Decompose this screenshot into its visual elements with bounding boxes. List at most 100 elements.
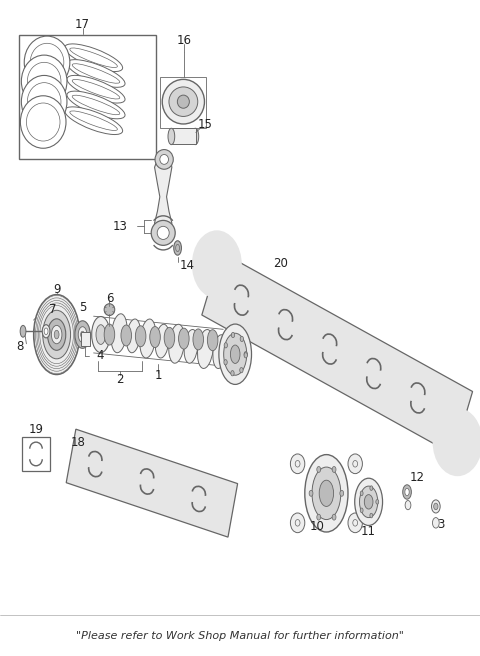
Text: 13: 13 <box>112 220 127 233</box>
Ellipse shape <box>67 60 125 87</box>
Bar <box>171 128 196 144</box>
Text: 10: 10 <box>310 520 324 533</box>
Ellipse shape <box>332 466 336 472</box>
Ellipse shape <box>219 324 252 384</box>
Text: 8: 8 <box>16 340 24 353</box>
Ellipse shape <box>192 230 242 298</box>
Ellipse shape <box>340 491 344 496</box>
Ellipse shape <box>360 508 363 512</box>
Ellipse shape <box>21 75 67 128</box>
Ellipse shape <box>370 486 373 491</box>
Text: 17: 17 <box>75 18 90 31</box>
Ellipse shape <box>197 329 214 369</box>
Ellipse shape <box>92 316 110 353</box>
Text: 5: 5 <box>79 300 86 314</box>
Ellipse shape <box>126 319 141 353</box>
Ellipse shape <box>157 226 169 239</box>
Ellipse shape <box>309 491 313 496</box>
Ellipse shape <box>178 95 189 108</box>
Bar <box>22 437 50 471</box>
Ellipse shape <box>230 345 240 363</box>
Text: 19: 19 <box>28 422 44 436</box>
Ellipse shape <box>348 513 362 533</box>
Bar <box>19 35 156 159</box>
Text: 9: 9 <box>53 283 60 297</box>
Ellipse shape <box>43 310 71 359</box>
Ellipse shape <box>231 333 235 338</box>
Ellipse shape <box>184 329 198 363</box>
Text: 11: 11 <box>361 525 376 538</box>
Ellipse shape <box>20 96 66 148</box>
Text: 16: 16 <box>177 34 192 47</box>
Ellipse shape <box>24 36 70 89</box>
Ellipse shape <box>168 128 175 144</box>
Ellipse shape <box>434 503 438 510</box>
Text: 14: 14 <box>180 259 195 272</box>
Ellipse shape <box>155 324 169 358</box>
Text: 20: 20 <box>273 257 288 270</box>
Ellipse shape <box>168 324 185 363</box>
Ellipse shape <box>164 327 175 348</box>
Ellipse shape <box>151 220 175 245</box>
Ellipse shape <box>332 514 336 520</box>
Ellipse shape <box>244 353 247 358</box>
Text: 2: 2 <box>116 373 124 386</box>
Ellipse shape <box>432 408 480 476</box>
Ellipse shape <box>65 107 122 134</box>
Ellipse shape <box>432 500 440 513</box>
Ellipse shape <box>67 75 125 103</box>
Text: 12: 12 <box>410 471 425 484</box>
Polygon shape <box>66 429 238 537</box>
Ellipse shape <box>20 325 26 337</box>
Ellipse shape <box>48 319 66 350</box>
Text: 18: 18 <box>71 436 86 449</box>
Ellipse shape <box>192 128 199 144</box>
Text: 4: 4 <box>96 349 104 362</box>
Ellipse shape <box>150 327 160 348</box>
Ellipse shape <box>376 500 379 504</box>
Ellipse shape <box>111 314 127 353</box>
Ellipse shape <box>224 342 228 348</box>
Ellipse shape <box>193 329 204 350</box>
Ellipse shape <box>121 325 132 346</box>
Ellipse shape <box>96 325 106 344</box>
Ellipse shape <box>104 324 115 345</box>
Ellipse shape <box>348 454 362 474</box>
Ellipse shape <box>174 241 181 255</box>
Ellipse shape <box>405 501 411 510</box>
Ellipse shape <box>290 513 305 533</box>
Ellipse shape <box>317 514 321 520</box>
Ellipse shape <box>364 495 373 509</box>
Ellipse shape <box>140 319 156 358</box>
Ellipse shape <box>67 91 125 119</box>
Text: 6: 6 <box>106 292 113 305</box>
Ellipse shape <box>65 44 122 72</box>
Ellipse shape <box>360 491 363 496</box>
Bar <box>160 77 206 128</box>
Polygon shape <box>155 157 172 235</box>
Ellipse shape <box>42 325 50 338</box>
Ellipse shape <box>224 359 227 365</box>
Ellipse shape <box>75 321 90 348</box>
Ellipse shape <box>432 518 439 528</box>
Ellipse shape <box>160 154 168 165</box>
Ellipse shape <box>51 325 62 344</box>
Ellipse shape <box>317 466 321 472</box>
Ellipse shape <box>104 304 115 316</box>
Ellipse shape <box>305 455 348 532</box>
Text: 3: 3 <box>437 518 444 531</box>
Ellipse shape <box>135 326 146 347</box>
Ellipse shape <box>155 150 173 169</box>
Ellipse shape <box>213 335 227 369</box>
Ellipse shape <box>240 367 243 373</box>
Text: 15: 15 <box>198 118 213 131</box>
Ellipse shape <box>240 337 243 342</box>
Ellipse shape <box>179 328 189 349</box>
Text: 1: 1 <box>155 369 162 382</box>
Ellipse shape <box>370 513 373 518</box>
Ellipse shape <box>355 478 383 525</box>
Ellipse shape <box>231 371 234 376</box>
Ellipse shape <box>290 454 305 474</box>
Ellipse shape <box>54 330 59 338</box>
Text: 7: 7 <box>49 303 57 316</box>
